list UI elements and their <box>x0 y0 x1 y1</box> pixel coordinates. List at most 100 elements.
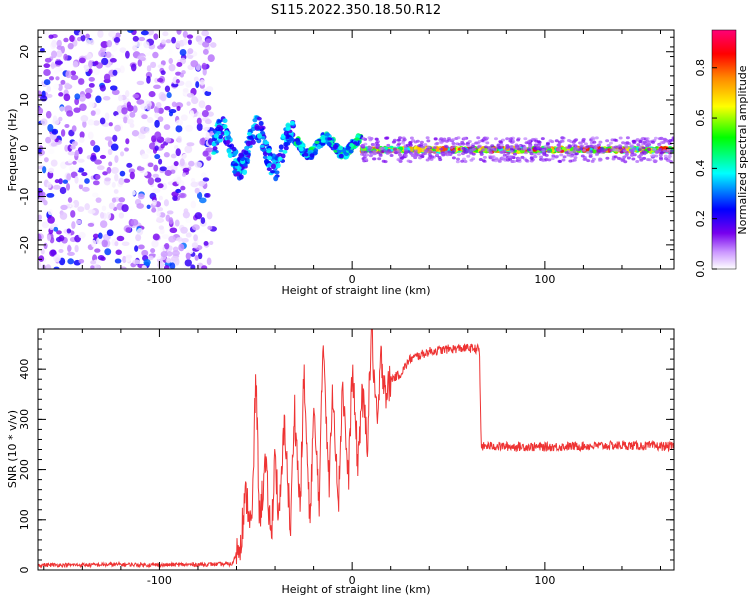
heatmap-cell <box>204 90 212 97</box>
heatmap-cell <box>179 49 187 56</box>
heatmap-cell <box>94 108 101 115</box>
heatmap-cell <box>586 159 591 163</box>
heatmap-cell <box>375 144 380 148</box>
heatmap-cell <box>140 30 149 36</box>
heatmap-cell <box>143 258 151 266</box>
heatmap-cell <box>388 150 393 154</box>
heatmap-cell <box>490 144 495 148</box>
heatmap-cell <box>125 50 130 59</box>
heatmap-cell <box>125 90 130 98</box>
heatmap-cell <box>74 164 80 172</box>
heatmap-cell <box>74 149 80 157</box>
heatmap-cell <box>74 175 79 184</box>
heatmap-cell <box>242 163 248 167</box>
heatmap-cell <box>48 76 55 81</box>
heatmap-cell <box>590 159 595 163</box>
heatmap-cell <box>102 171 108 176</box>
heatmap-cell <box>156 211 161 217</box>
heatmap-cell <box>53 254 61 263</box>
heatmap-cell <box>439 147 444 151</box>
heatmap-cell <box>48 167 55 174</box>
spectrogram-xlabel: Height of straight line (km) <box>281 284 430 297</box>
heatmap-cell <box>79 103 87 111</box>
heatmap-cell <box>467 139 472 143</box>
heatmap-cell <box>205 147 214 153</box>
heatmap-cell <box>469 150 474 154</box>
heatmap-cell <box>122 255 127 264</box>
heatmap-cell <box>38 255 45 262</box>
heatmap-cell <box>485 141 490 145</box>
heatmap-cell <box>78 137 85 143</box>
heatmap-cell <box>56 230 62 235</box>
heatmap-cell <box>398 136 403 140</box>
heatmap-cell <box>371 157 376 161</box>
heatmap-cell <box>243 150 249 155</box>
heatmap-cell <box>258 120 264 127</box>
heatmap-cell <box>80 34 86 42</box>
heatmap-cell <box>153 164 159 172</box>
heatmap-cell <box>643 142 648 146</box>
heatmap-cell <box>588 153 593 157</box>
heatmap-cell <box>441 153 446 157</box>
heatmap-cell <box>121 204 129 212</box>
heatmap-cell <box>209 240 214 245</box>
heatmap-cell <box>444 145 449 149</box>
heatmap-cell <box>533 143 538 147</box>
heatmap-cell <box>643 150 648 154</box>
heatmap-cell <box>408 143 413 147</box>
heatmap-cell <box>58 248 64 254</box>
heatmap-cell <box>367 148 372 152</box>
heatmap-cell <box>155 253 162 260</box>
heatmap-cell <box>405 143 410 147</box>
heatmap-cell <box>204 119 212 125</box>
heatmap-cell <box>78 78 85 85</box>
heatmap-cell <box>137 193 145 200</box>
heatmap-cell <box>77 158 85 163</box>
heatmap-cell <box>201 265 208 269</box>
heatmap-cell <box>374 137 379 141</box>
heatmap-cell <box>191 96 199 105</box>
heatmap-cell <box>158 158 163 165</box>
heatmap-cell <box>43 79 51 86</box>
heatmap-cell <box>496 143 501 147</box>
heatmap-cell <box>338 145 344 151</box>
heatmap-cell <box>115 114 123 119</box>
heatmap-cell <box>442 137 447 141</box>
heatmap-cell <box>64 144 69 152</box>
heatmap-cell <box>104 177 112 182</box>
heatmap-cell <box>202 48 209 55</box>
heatmap-cell <box>69 35 75 43</box>
heatmap-cell <box>642 156 647 160</box>
heatmap-cell <box>651 140 656 144</box>
heatmap-cell <box>154 131 162 140</box>
heatmap-cell <box>67 159 73 164</box>
heatmap-cell <box>143 41 150 49</box>
heatmap-cell <box>314 140 320 144</box>
heatmap-cell <box>592 144 597 148</box>
heatmap-cell <box>628 148 633 152</box>
heatmap-cell <box>497 158 502 162</box>
heatmap-cell <box>567 144 572 148</box>
heatmap-cell <box>494 157 499 161</box>
heatmap-cell <box>187 39 192 45</box>
colorbar-tick-label: 0.0 <box>694 260 707 278</box>
heatmap-cell <box>90 265 95 269</box>
heatmap-cell <box>92 180 100 186</box>
heatmap-cell <box>298 147 304 152</box>
heatmap-cell <box>101 205 107 212</box>
heatmap-cell <box>202 177 210 182</box>
heatmap-cell <box>471 148 476 152</box>
heatmap-cell <box>641 146 646 150</box>
heatmap-cell <box>414 153 419 157</box>
heatmap-cell <box>488 151 493 155</box>
heatmap-cell <box>611 157 616 161</box>
heatmap-cell <box>488 148 493 152</box>
heatmap-cell <box>109 85 118 91</box>
heatmap-cell <box>259 130 265 135</box>
heatmap-cell <box>543 145 548 149</box>
snr-xtick-label: 0 <box>349 574 356 587</box>
heatmap-cell <box>168 48 173 55</box>
heatmap-cell <box>198 100 206 109</box>
heatmap-cell <box>402 138 407 142</box>
